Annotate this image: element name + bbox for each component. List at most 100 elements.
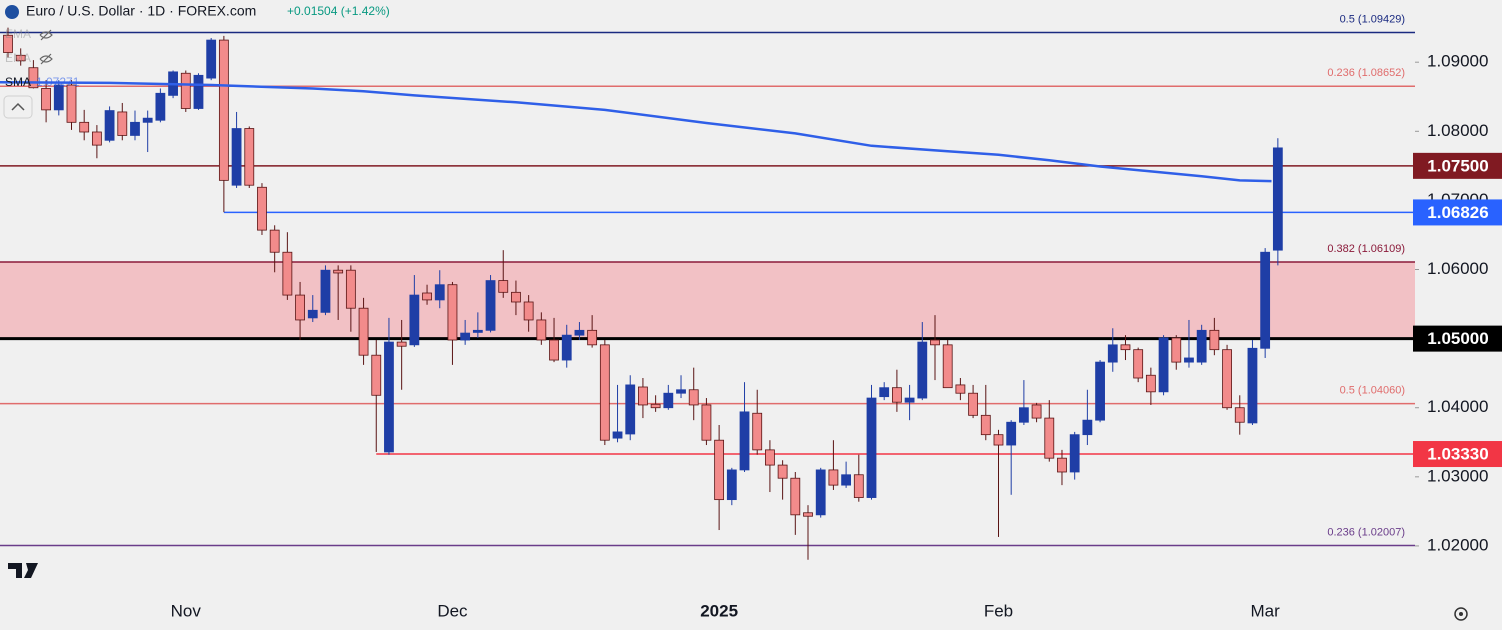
candle-body <box>3 34 13 53</box>
candle-body <box>777 464 788 479</box>
sma-legend-value: 1.07271 <box>36 75 80 89</box>
price-tag <box>1413 199 1502 226</box>
candle-body <box>790 477 801 516</box>
candle-body <box>358 307 369 356</box>
fib-level-label: 0.5 (1.09429) <box>1340 13 1405 25</box>
candle-body <box>701 404 712 441</box>
price-tag-label: 1.07500 <box>1427 156 1488 175</box>
collapse-icon <box>11 102 25 111</box>
candle-body <box>244 128 255 186</box>
price-tag-label: 1.03330 <box>1427 445 1488 464</box>
candle-body <box>117 111 128 136</box>
candle-body <box>853 474 864 498</box>
candle-body <box>231 128 242 186</box>
candle-body <box>422 292 432 301</box>
y-tick-label: 1.02000 <box>1427 535 1488 554</box>
candle-body <box>345 269 356 309</box>
price-tag <box>1413 441 1502 468</box>
candle-body <box>206 39 217 79</box>
candle-body <box>688 389 699 406</box>
candle-body <box>765 449 775 466</box>
candle-body <box>447 284 458 341</box>
candle-body <box>333 269 344 274</box>
candle-body <box>739 411 750 471</box>
plot-area: 0.5 (1.09429) 0.236 (1.08652) 0.382 (1.061… <box>0 13 1502 620</box>
price-tag <box>1413 152 1502 179</box>
candle-body <box>66 84 77 123</box>
candle-body <box>320 269 331 313</box>
settings-icon-center <box>1459 612 1463 616</box>
candle-body <box>599 344 610 441</box>
settings-icon[interactable] <box>1454 607 1468 621</box>
candle-body <box>561 334 572 361</box>
candle-body <box>1120 344 1131 351</box>
candle-body <box>612 431 623 439</box>
candle-body <box>104 110 115 141</box>
candle-body <box>879 387 890 398</box>
candle-body <box>79 121 90 133</box>
candle-body <box>968 392 978 416</box>
tradingview-logo <box>8 563 38 578</box>
candle-body <box>574 329 585 336</box>
y-tick-label: 1.09000 <box>1427 52 1488 71</box>
candle-body <box>676 389 686 394</box>
y-tick-label: 1.04000 <box>1427 397 1488 416</box>
candle-body <box>130 121 140 136</box>
x-tick-label: Dec <box>437 601 468 620</box>
candle-body <box>1272 147 1283 251</box>
candle-body <box>1069 434 1080 473</box>
sma-line <box>0 80 1272 183</box>
fib-level-label: 0.236 (1.08652) <box>1327 67 1405 79</box>
candle-body <box>28 67 39 89</box>
candle-body <box>1133 349 1144 379</box>
candle-body <box>1082 419 1093 436</box>
candle-body <box>980 414 991 436</box>
candle-body <box>523 301 534 321</box>
indicator-name: EMA <box>5 51 31 65</box>
candle-body <box>371 354 382 396</box>
candle-body <box>180 72 191 109</box>
x-tick-label: Nov <box>171 601 202 620</box>
y-tick-label: 1.03000 <box>1427 466 1488 485</box>
candle-body <box>485 280 496 331</box>
x-tick-label: Mar <box>1251 601 1281 620</box>
candle-body <box>472 329 483 333</box>
price-tag-label: 1.06826 <box>1427 203 1488 222</box>
price-tag <box>1413 325 1502 352</box>
candle-body <box>1209 329 1220 351</box>
candle-body <box>1057 457 1067 473</box>
candle-body <box>803 512 813 517</box>
candle-body <box>866 397 877 498</box>
candle-body <box>1158 337 1169 393</box>
candle-body <box>1184 357 1194 363</box>
candle-body <box>498 280 509 293</box>
candle-body <box>396 341 407 347</box>
candle-body <box>638 386 648 406</box>
symbol-icon <box>5 5 19 19</box>
candle-body <box>587 329 598 346</box>
candle-body <box>714 439 725 501</box>
candle-body <box>955 384 966 394</box>
candle-body <box>1107 344 1118 363</box>
candle-body <box>269 229 280 253</box>
candle-body <box>726 469 737 501</box>
candle-body <box>1222 349 1232 409</box>
candle-body <box>549 339 559 361</box>
candle-body <box>218 39 229 181</box>
candle-body <box>1006 421 1017 446</box>
hidden-eye-icon <box>39 53 53 65</box>
fib-level-label: 0.5 (1.04060) <box>1340 384 1405 396</box>
price-tag-label: 1.05000 <box>1427 329 1488 348</box>
sma-legend-name: SMA <box>5 75 31 89</box>
candle-body <box>841 474 852 486</box>
x-tick-label: 2025 <box>700 601 738 620</box>
candle-body <box>891 387 902 403</box>
collapse-button[interactable] <box>3 95 33 119</box>
candle-body <box>460 332 471 341</box>
y-tick-label: 1.06000 <box>1427 259 1488 278</box>
candle-body <box>91 131 102 146</box>
candle-body <box>1095 361 1105 421</box>
candle-body <box>282 251 293 296</box>
